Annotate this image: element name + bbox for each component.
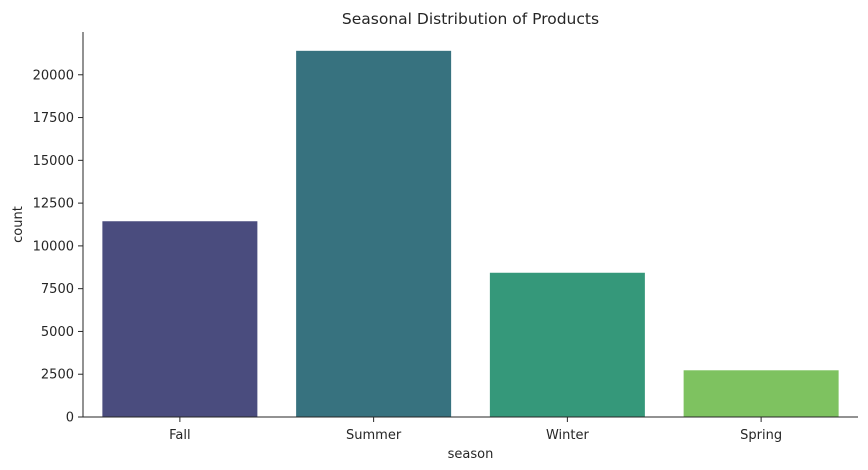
y-tick-label: 15000 xyxy=(33,154,74,169)
y-tick-label: 12500 xyxy=(33,197,74,212)
x-tick-label: Fall xyxy=(169,428,190,443)
x-tick-label: Spring xyxy=(740,428,782,443)
y-tick-label: 5000 xyxy=(41,325,74,340)
y-tick-label: 7500 xyxy=(41,282,74,297)
y-axis-label: count xyxy=(11,206,26,243)
bar-spring xyxy=(683,370,839,417)
bar-winter xyxy=(489,272,645,417)
y-tick-label: 10000 xyxy=(33,239,74,254)
chart-title: Seasonal Distribution of Products xyxy=(342,10,599,28)
y-tick-label: 20000 xyxy=(33,68,74,83)
x-tick-label: Winter xyxy=(546,428,590,443)
x-axis: Fall Summer Winter Spring xyxy=(169,417,782,443)
bar-summer xyxy=(296,50,452,417)
x-axis-label: season xyxy=(448,447,494,462)
y-tick-label: 17500 xyxy=(33,111,74,126)
y-tick-label: 0 xyxy=(66,411,74,426)
y-tick-label: 2500 xyxy=(41,368,74,383)
x-tick-label: Summer xyxy=(346,428,402,443)
bar-fall xyxy=(102,221,258,417)
y-axis: 0 2500 5000 7500 10000 12500 15000 17500 20000 xyxy=(33,68,83,426)
bars-group xyxy=(102,50,839,417)
